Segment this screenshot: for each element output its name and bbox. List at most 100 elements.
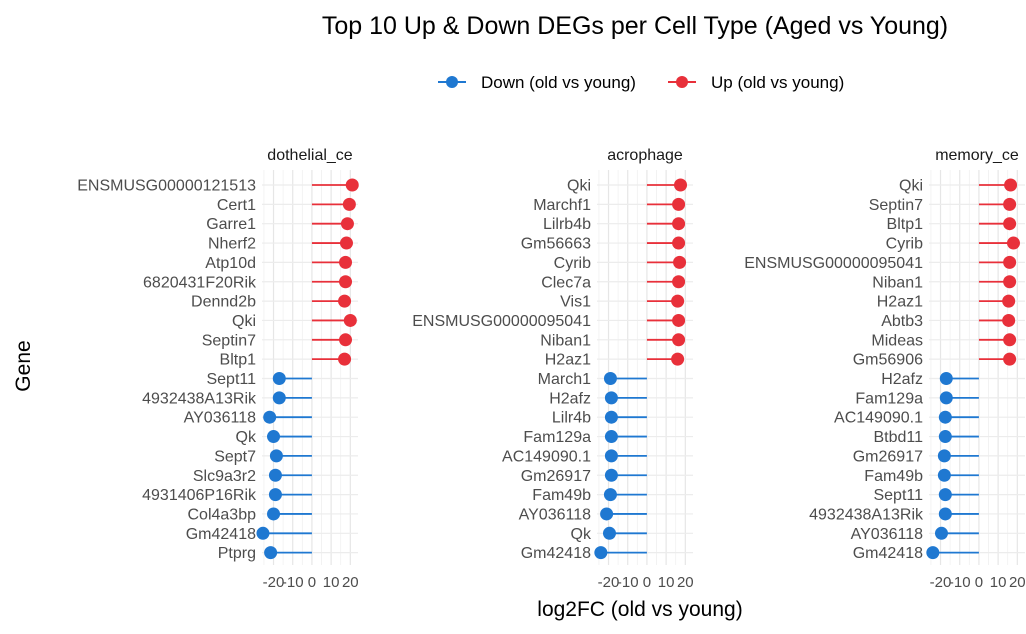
gene-label: 4931406P16Rik <box>142 487 257 504</box>
x-tick-label: -10 <box>617 574 639 591</box>
x-tick-label: 20 <box>342 574 359 591</box>
x-tick-label: -10 <box>949 574 971 591</box>
lollipop-point <box>672 236 686 250</box>
gene-label: Lilrb4b <box>543 216 591 233</box>
lollipop-point <box>340 217 354 231</box>
legend-label-up: Up (old vs young) <box>711 73 844 92</box>
y-axis-title: Gene <box>12 340 35 391</box>
gene-label: Ptprg <box>218 545 256 562</box>
gene-label: Bltp1 <box>887 216 924 233</box>
lollipop-point <box>343 313 357 327</box>
lollipop-point <box>604 468 618 482</box>
lollipop-point <box>1003 217 1017 231</box>
gene-label: AY036118 <box>851 526 923 543</box>
gene-label: Dennd2b <box>191 294 256 311</box>
gene-label: Slc9a3r2 <box>193 468 256 485</box>
chart-title: Top 10 Up & Down DEGs per Cell Type (Age… <box>322 12 948 40</box>
gene-label: Sept11 <box>873 487 923 504</box>
gene-label: Cyrib <box>886 236 923 253</box>
gene-label: Mideas <box>871 332 923 349</box>
facet-panels: dothelial_ce-20-10 0 10 20ENSMUSG0000012151… <box>77 147 1025 591</box>
gene-label: ENSMUSG00000121513 <box>77 178 256 195</box>
lollipop-point <box>339 333 353 347</box>
gene-label: Gm42418 <box>853 545 923 562</box>
lollipop-point <box>268 468 282 482</box>
lollipop-point <box>938 488 952 502</box>
gene-label: Garre1 <box>206 216 256 233</box>
gene-label: March1 <box>538 371 591 388</box>
lollipop-point <box>604 410 618 424</box>
lollipop-point <box>339 275 353 289</box>
gene-label: Gm56906 <box>853 352 923 369</box>
x-axis-title: log2FC (old vs young) <box>537 598 742 621</box>
gene-label: Fam129a <box>855 390 923 407</box>
lollipop-point <box>1002 294 1016 308</box>
gene-label: Qk <box>571 526 592 543</box>
gene-label: Sept7 <box>214 448 256 465</box>
gene-label: AY036118 <box>519 506 591 523</box>
lollipop-point <box>269 449 283 463</box>
lollipop-point <box>1003 275 1017 289</box>
gene-label: Qki <box>567 178 591 195</box>
facet-panel-2: acrophage -20-10 0 10 20 Qki Marchf1 Lilrb4b Gm5… <box>412 147 693 591</box>
gene-label: H2az1 <box>545 352 591 369</box>
facet-strip-label: acrophage <box>607 147 683 164</box>
lollipop-point <box>268 488 282 502</box>
lollipop-point <box>267 507 281 521</box>
gene-label: ENSMUSG00000095041 <box>412 313 591 330</box>
lollipop-point <box>937 468 951 482</box>
lollipop-point <box>604 430 618 444</box>
lollipop-point <box>342 197 356 211</box>
x-tick-label: 10 <box>990 574 1007 591</box>
lollipop-point <box>939 391 953 405</box>
lollipop-point <box>1004 178 1018 192</box>
x-tick-label: 0 <box>308 574 316 591</box>
gene-label: Abtb3 <box>881 313 923 330</box>
gene-label: Cert1 <box>217 197 256 214</box>
gene-label: H2afz <box>881 371 923 388</box>
lollipop-point <box>671 352 685 366</box>
gene-label: Qki <box>899 178 923 195</box>
lollipop-point <box>673 255 687 269</box>
gene-label: Clec7a <box>541 274 591 291</box>
lollipop-point <box>672 313 686 327</box>
gene-label: Gm26917 <box>521 468 591 485</box>
gene-label: Gm42418 <box>186 526 256 543</box>
gene-label: Niban1 <box>540 332 591 349</box>
gene-label: AC149090.1 <box>502 448 591 465</box>
gene-label: AC149090.1 <box>834 410 923 427</box>
lollipop-point <box>603 488 617 502</box>
gene-label: Fam49b <box>532 487 591 504</box>
x-tick-label: 0 <box>643 574 651 591</box>
gene-label: ENSMUSG00000095041 <box>744 255 923 272</box>
gene-label: Bltp1 <box>220 352 257 369</box>
lollipop-point <box>256 526 270 540</box>
lollipop-point <box>604 449 618 463</box>
facet-panel-3: memory_ce -20-10 0 10 20 Qki Septin7 Bltp1 Cyrib… <box>744 147 1025 591</box>
lollipop-point <box>938 410 952 424</box>
gene-label: 4932438A13Rik <box>809 506 924 523</box>
lollipop-point <box>1003 197 1017 211</box>
lollipop-point <box>267 430 281 444</box>
lollipop-point <box>926 546 940 560</box>
x-tick-label: 20 <box>677 574 694 591</box>
gene-label: Lilr4b <box>552 410 591 427</box>
lollipop-point <box>938 507 952 521</box>
x-tick-label: -20 <box>930 574 952 591</box>
gene-label: AY036118 <box>184 410 256 427</box>
gene-label: Septin7 <box>869 197 923 214</box>
lollipop-point <box>672 217 686 231</box>
x-tick-label: 20 <box>1009 574 1026 591</box>
lollipop-point <box>339 236 353 250</box>
lollipop-point <box>603 372 617 385</box>
gene-label: H2az1 <box>877 294 923 311</box>
gene-label: Cyrib <box>554 255 591 272</box>
x-tick-label: 0 <box>975 574 983 591</box>
gene-label: Sept11 <box>206 371 256 388</box>
gene-label: Qk <box>236 429 257 446</box>
x-tick-label: -20 <box>598 574 620 591</box>
lollipop-point <box>937 449 951 463</box>
lollipop-point <box>600 507 614 521</box>
gene-label: Fam129a <box>523 429 591 446</box>
gene-label: H2afz <box>549 390 591 407</box>
